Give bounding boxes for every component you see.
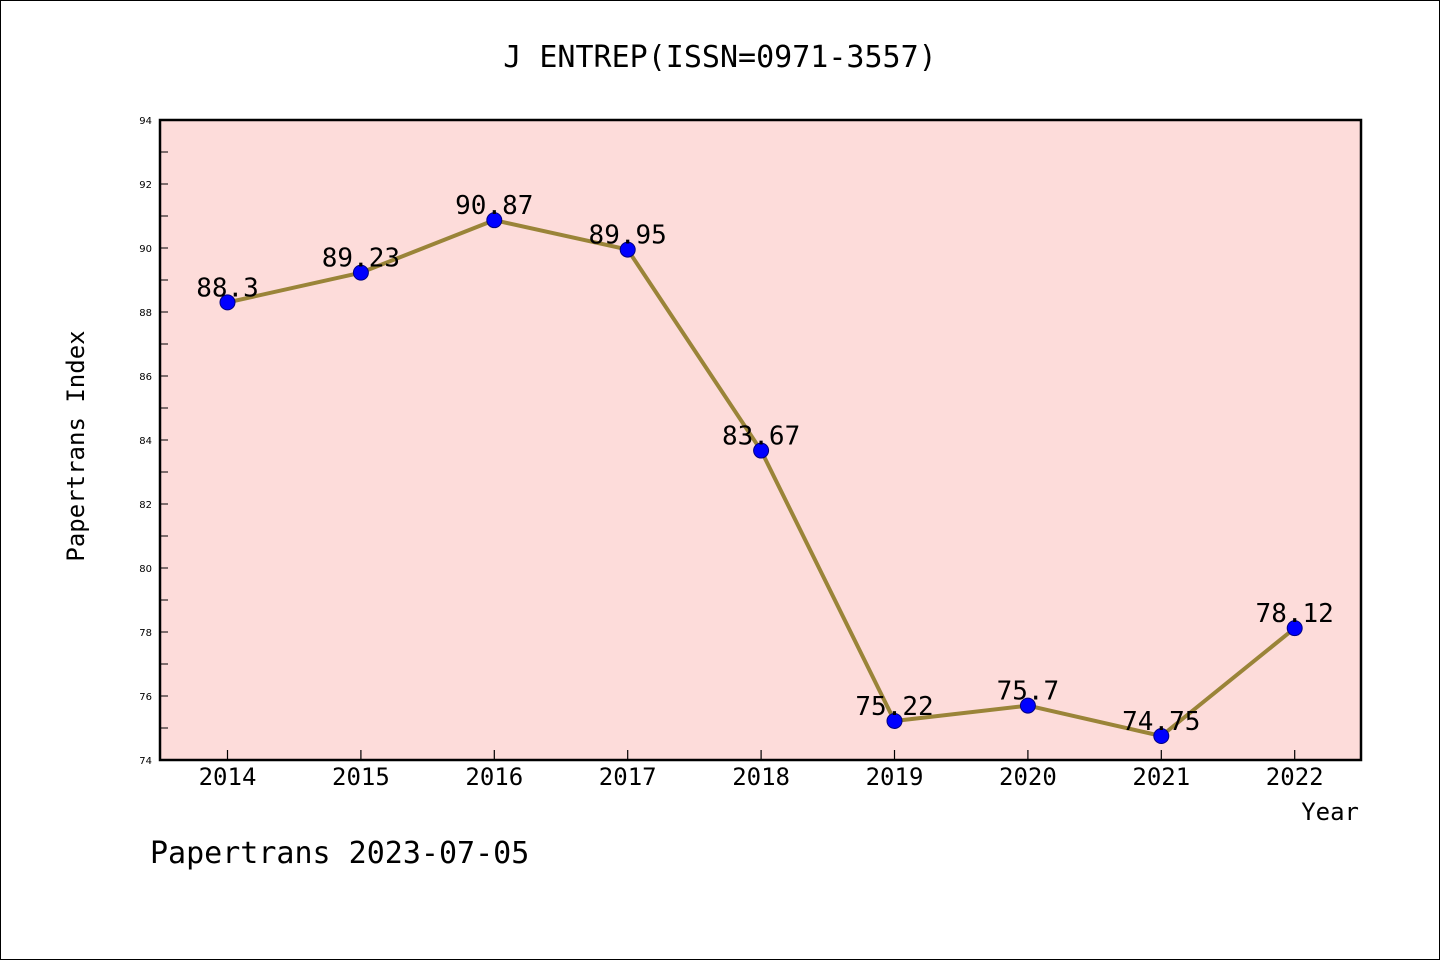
data-point [1019, 697, 1036, 714]
data-label: 89.95 [589, 221, 667, 251]
data-point [352, 264, 369, 281]
x-axis-label: Year [1301, 798, 1359, 826]
y-tick-label: 78 [139, 628, 152, 639]
data-point [1153, 728, 1170, 744]
data-label: 74.75 [1122, 707, 1200, 737]
y-tick-label: 74 [139, 756, 152, 767]
data-label: 88.3 [196, 273, 259, 303]
y-tick-label: 90 [139, 244, 152, 255]
x-tick-label: 2016 [465, 763, 523, 791]
data-label: 83.67 [722, 422, 800, 452]
data-point [1286, 620, 1303, 637]
y-axis-label: Papertrans Index [62, 330, 90, 561]
data-label: 75.7 [997, 677, 1060, 707]
data-markers [219, 212, 1303, 744]
x-axis-ticks: 2014 2015 2016 2017 2018 2019 2020 2021 2022 [199, 750, 1324, 791]
data-labels: 88.3 89.23 90.87 89.95 83.67 75.22 75.7 74.75 78… [196, 191, 1334, 737]
data-point [219, 294, 236, 311]
data-point [886, 712, 903, 729]
data-point [486, 212, 503, 229]
y-tick-label: 80 [139, 564, 152, 575]
x-tick-label: 2019 [866, 763, 924, 791]
y-tick-label: 82 [139, 500, 152, 511]
y-tick-label: 76 [139, 692, 152, 703]
data-label: 78.12 [1256, 599, 1334, 629]
y-tick-label: 94 [139, 116, 152, 127]
x-tick-label: 2021 [1132, 763, 1190, 791]
y-tick-label: 88 [139, 308, 152, 319]
x-tick-label: 2022 [1266, 763, 1324, 791]
x-tick-label: 2020 [999, 763, 1057, 791]
data-label: 75.22 [855, 692, 933, 722]
y-tick-label: 92 [139, 180, 152, 191]
x-tick-label: 2014 [199, 763, 257, 791]
y-tick-label: 86 [139, 372, 152, 383]
plot-area [158, 118, 1363, 762]
data-point [619, 241, 636, 258]
y-tick-label: 84 [139, 436, 152, 447]
y-axis-ticks: 74 76 78 80 82 84 86 88 90 92 94 [139, 116, 168, 767]
data-label: 89.23 [322, 244, 400, 274]
chart-title: J ENTREP(ISSN=0971-3557) [503, 40, 936, 75]
data-label: 90.87 [455, 191, 533, 221]
x-tick-label: 2018 [732, 763, 790, 791]
x-tick-label: 2015 [332, 763, 390, 791]
data-point [753, 442, 770, 459]
footer-date-stamp: Papertrans 2023-07-05 [150, 836, 529, 871]
x-tick-label: 2017 [599, 763, 657, 791]
